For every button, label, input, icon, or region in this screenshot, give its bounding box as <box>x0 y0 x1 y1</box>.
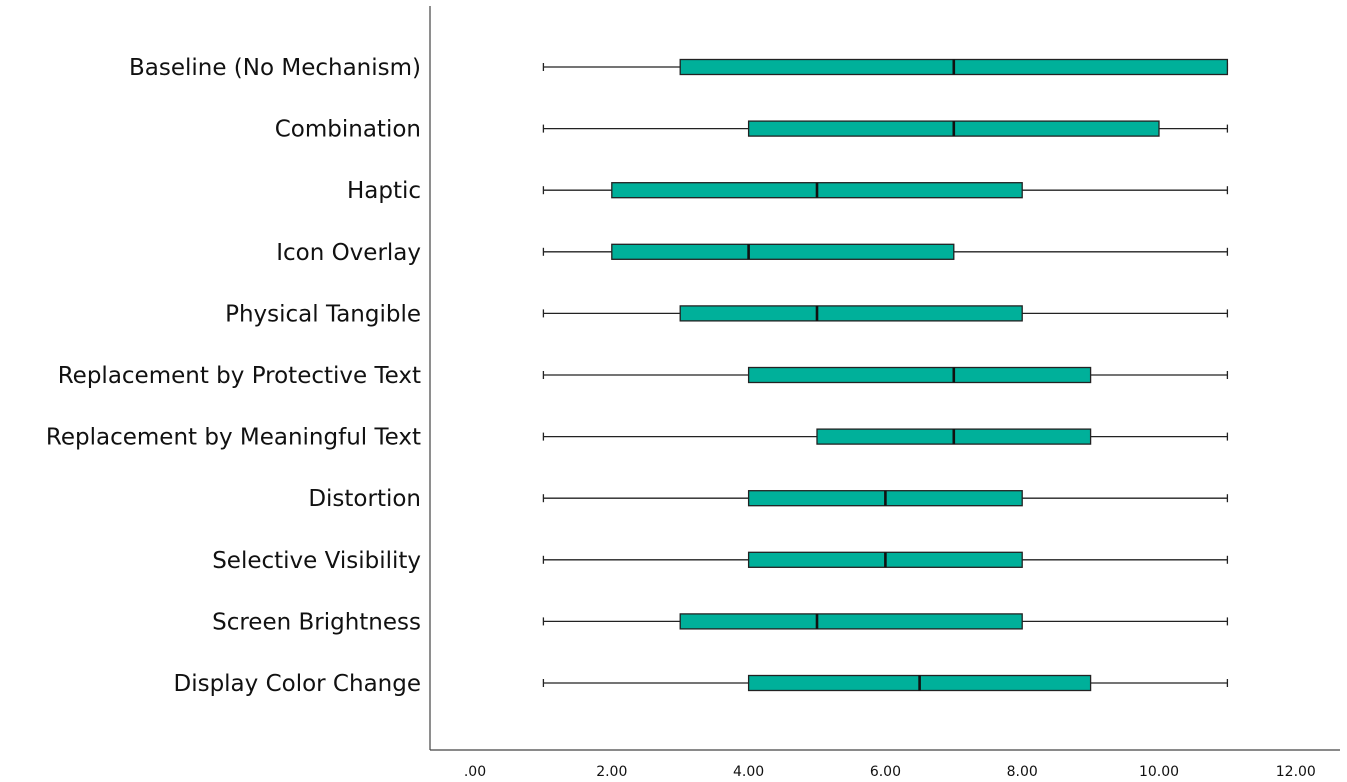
category-label: Combination <box>275 117 421 143</box>
iqr-box <box>747 366 1092 384</box>
box-item <box>542 551 1229 568</box>
iqr-box <box>679 613 1023 630</box>
box-item <box>542 490 1229 507</box>
box-item <box>542 120 1229 137</box>
x-tick-label: 10.00 <box>1139 764 1179 780</box>
box-item <box>542 674 1229 692</box>
box-item <box>542 428 1229 445</box>
box-series <box>542 58 1229 692</box>
x-tick-label: 6.00 <box>870 764 901 780</box>
category-label: Selective Visibility <box>212 548 421 574</box>
category-label: Replacement by Meaningful Text <box>46 425 421 451</box>
x-tick-label: .00 <box>464 764 486 780</box>
chart-axes <box>429 6 1340 751</box>
box-item <box>542 613 1229 630</box>
category-label: Haptic <box>347 178 421 204</box>
x-tick-label: 12.00 <box>1276 764 1316 780</box>
box-item <box>542 366 1229 384</box>
x-tick-label: 8.00 <box>1007 764 1038 780</box>
category-labels: Baseline (No Mechanism) Combination Haptic… <box>46 55 421 697</box>
x-tick-label: 2.00 <box>596 764 627 780</box>
box-item <box>542 305 1229 322</box>
box-item <box>542 182 1229 199</box>
box-item <box>542 58 1229 76</box>
category-label: Screen Brightness <box>212 609 421 635</box>
x-axis-ticks: .00 2.00 4.00 6.00 8.00 10.00 12.00 <box>464 764 1316 780</box>
category-label: Distortion <box>308 486 421 512</box>
category-label: Icon Overlay <box>276 240 421 266</box>
category-label: Baseline (No Mechanism) <box>129 55 421 81</box>
box-item <box>542 243 1229 260</box>
iqr-box <box>611 243 955 260</box>
category-label: Replacement by Protective Text <box>58 363 421 389</box>
iqr-box <box>679 305 1023 322</box>
category-label: Physical Tangible <box>225 301 421 327</box>
category-label: Display Color Change <box>173 671 421 697</box>
x-tick-label: 4.00 <box>733 764 764 780</box>
